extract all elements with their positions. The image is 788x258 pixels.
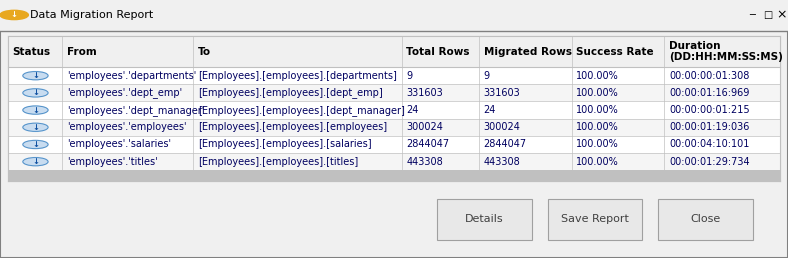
Text: 00:00:04:10:101: 00:00:04:10:101	[669, 140, 749, 149]
Text: Status: Status	[13, 47, 50, 57]
Text: 2844047: 2844047	[407, 140, 450, 149]
Text: 443308: 443308	[407, 157, 443, 167]
Text: 100.00%: 100.00%	[576, 105, 619, 115]
Text: ↓: ↓	[32, 71, 39, 80]
Text: 'employees'.'dept_emp': 'employees'.'dept_emp'	[67, 87, 182, 98]
Text: 443308: 443308	[484, 157, 520, 167]
Text: ↓: ↓	[32, 157, 39, 166]
Text: 'employees'.'titles': 'employees'.'titles'	[67, 157, 158, 167]
Text: 'employees'.'salaries': 'employees'.'salaries'	[67, 140, 171, 149]
Text: ─: ─	[749, 10, 755, 20]
Text: 100.00%: 100.00%	[576, 71, 619, 81]
Text: To: To	[198, 47, 211, 57]
Text: 00:00:01:16:969: 00:00:01:16:969	[669, 88, 749, 98]
Text: ↓: ↓	[11, 11, 17, 19]
Text: [Employees].[employees].[dept_emp]: [Employees].[employees].[dept_emp]	[198, 87, 383, 98]
Text: ↓: ↓	[32, 123, 39, 132]
Text: [Employees].[employees].[departments]: [Employees].[employees].[departments]	[198, 71, 397, 81]
Text: 'employees'.'departments': 'employees'.'departments'	[67, 71, 196, 81]
Text: Save Report: Save Report	[561, 214, 629, 224]
Text: [Employees].[employees].[salaries]: [Employees].[employees].[salaries]	[198, 140, 372, 149]
FancyBboxPatch shape	[8, 84, 780, 101]
Circle shape	[23, 89, 48, 97]
FancyBboxPatch shape	[8, 36, 780, 181]
Text: ×: ×	[776, 9, 787, 21]
FancyBboxPatch shape	[8, 136, 780, 153]
FancyBboxPatch shape	[8, 67, 780, 84]
Text: 2844047: 2844047	[484, 140, 527, 149]
Text: Duration
(DD:HH:MM:SS:MS): Duration (DD:HH:MM:SS:MS)	[669, 41, 783, 62]
Text: ↓: ↓	[32, 88, 39, 97]
Text: 'employees'.'employees': 'employees'.'employees'	[67, 122, 186, 132]
Text: Close: Close	[690, 214, 720, 224]
Text: 9: 9	[484, 71, 490, 81]
Circle shape	[23, 123, 48, 131]
FancyBboxPatch shape	[8, 153, 780, 170]
FancyBboxPatch shape	[0, 0, 788, 31]
Text: [Employees].[employees].[dept_manager]: [Employees].[employees].[dept_manager]	[198, 105, 405, 116]
Text: 00:00:00:01:215: 00:00:00:01:215	[669, 105, 749, 115]
Text: Migrated Rows: Migrated Rows	[484, 47, 571, 57]
Text: 331603: 331603	[407, 88, 443, 98]
Text: 00:00:01:29:734: 00:00:01:29:734	[669, 157, 749, 167]
Text: 24: 24	[407, 105, 419, 115]
Text: 100.00%: 100.00%	[576, 157, 619, 167]
FancyBboxPatch shape	[8, 119, 780, 136]
Text: From: From	[67, 47, 96, 57]
FancyBboxPatch shape	[548, 199, 642, 240]
Text: 24: 24	[484, 105, 496, 115]
Circle shape	[0, 10, 28, 20]
Text: 300024: 300024	[407, 122, 444, 132]
Text: 00:00:01:19:036: 00:00:01:19:036	[669, 122, 749, 132]
FancyBboxPatch shape	[8, 170, 780, 181]
Text: [Employees].[employees].[titles]: [Employees].[employees].[titles]	[198, 157, 359, 167]
Text: 100.00%: 100.00%	[576, 88, 619, 98]
FancyBboxPatch shape	[437, 199, 532, 240]
Circle shape	[23, 71, 48, 80]
Text: Success Rate: Success Rate	[576, 47, 654, 57]
FancyBboxPatch shape	[658, 199, 753, 240]
Text: 9: 9	[407, 71, 413, 81]
Text: [Employees].[employees].[employees]: [Employees].[employees].[employees]	[198, 122, 387, 132]
Text: □: □	[763, 10, 772, 20]
FancyBboxPatch shape	[8, 36, 780, 67]
Text: 100.00%: 100.00%	[576, 122, 619, 132]
Text: Details: Details	[465, 214, 504, 224]
Text: 100.00%: 100.00%	[576, 140, 619, 149]
Text: ↓: ↓	[32, 106, 39, 115]
Text: 331603: 331603	[484, 88, 520, 98]
FancyBboxPatch shape	[8, 101, 780, 119]
Text: 00:00:00:01:308: 00:00:00:01:308	[669, 71, 749, 81]
Text: Data Migration Report: Data Migration Report	[30, 10, 153, 20]
Text: ↓: ↓	[32, 140, 39, 149]
Circle shape	[23, 106, 48, 114]
Text: 'employees'.'dept_manager': 'employees'.'dept_manager'	[67, 105, 204, 116]
Circle shape	[23, 158, 48, 166]
Text: Total Rows: Total Rows	[407, 47, 470, 57]
Text: 300024: 300024	[484, 122, 521, 132]
Circle shape	[23, 140, 48, 149]
